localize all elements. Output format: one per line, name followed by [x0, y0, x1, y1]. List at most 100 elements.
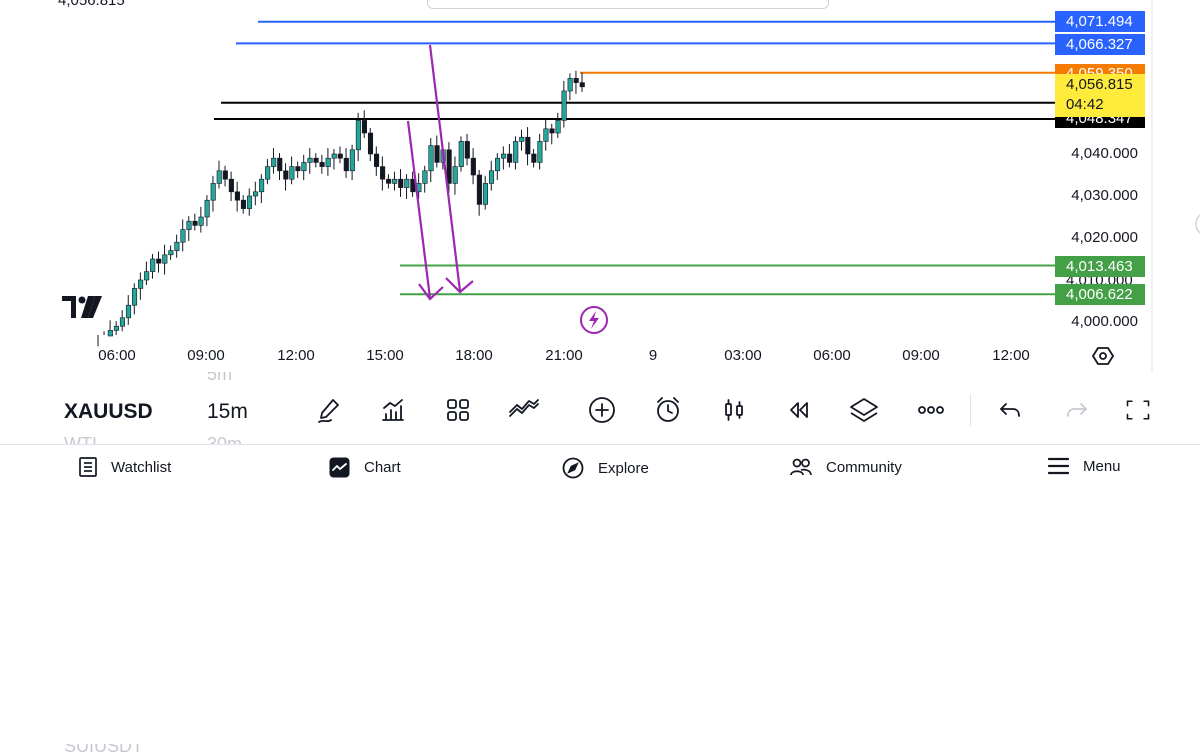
nav-community[interactable]: Community — [790, 457, 902, 477]
candle-body — [150, 258, 156, 272]
fullscreen-icon[interactable] — [1124, 394, 1152, 426]
chart-area[interactable]: 4,056.815 4,071.494 4,066.327 4,059.350 … — [0, 0, 1200, 372]
price-tag-orange[interactable]: 4,059.350 — [1055, 64, 1145, 75]
toolbar-divider — [970, 394, 971, 426]
candle-body — [507, 153, 513, 163]
time-axis-label: 12:00 — [992, 347, 1030, 364]
candle-body — [144, 271, 150, 281]
candle-body — [132, 288, 138, 306]
candle-body — [289, 166, 295, 180]
candle-body — [174, 241, 180, 251]
price-tag-green-1[interactable]: 4,013.463 — [1055, 256, 1145, 277]
alert-clock-icon[interactable] — [651, 394, 685, 426]
time-axis-label: 03:00 — [724, 347, 762, 364]
candle-body — [192, 220, 198, 226]
time-axis-label: 09:00 — [187, 347, 225, 364]
side-panel-handle-icon[interactable] — [1184, 200, 1200, 248]
candle-body — [537, 141, 543, 163]
candle-body — [398, 178, 404, 188]
redo-icon[interactable] — [1060, 394, 1094, 426]
price-axis-label: 4,030.000 — [1071, 187, 1138, 204]
price-axis-label: 4,040.000 — [1071, 145, 1138, 162]
candle-body — [482, 183, 489, 205]
candle-body — [531, 153, 537, 163]
compare-icon[interactable] — [507, 394, 541, 426]
interval-selector[interactable]: 15m — [207, 400, 248, 423]
chart-icon — [329, 457, 350, 478]
candle-body — [494, 157, 501, 172]
price-chart[interactable] — [0, 0, 1200, 372]
replay-icon[interactable] — [782, 394, 816, 426]
templates-icon[interactable] — [441, 394, 475, 426]
community-icon — [790, 458, 812, 476]
candle-body — [162, 254, 168, 264]
candle-body — [386, 178, 392, 184]
candle-body — [186, 220, 192, 230]
more-icon[interactable] — [914, 394, 948, 426]
bar-countdown: 04:42 — [1066, 96, 1104, 113]
nav-label: Community — [826, 458, 902, 476]
candle-body — [113, 325, 119, 331]
candle-body — [476, 174, 482, 205]
candle-body — [295, 166, 301, 172]
candle-body — [422, 170, 428, 184]
undo-icon[interactable] — [993, 394, 1027, 426]
candle-body — [253, 191, 259, 197]
nav-chart[interactable]: Chart — [329, 457, 401, 478]
candle-type-icon[interactable] — [717, 394, 751, 426]
price-tag-hidden-level: 4,010.000 — [1055, 276, 1145, 284]
price-tag-blue-2[interactable]: 4,066.327 — [1055, 34, 1145, 55]
price-axis-label: 4,000.000 — [1071, 313, 1138, 330]
candle-body — [277, 157, 283, 172]
candle-body — [464, 141, 470, 159]
time-axis-label: 09:00 — [902, 347, 940, 364]
candle-body — [210, 183, 216, 201]
current-price-value: 4,056.815 — [1066, 76, 1133, 93]
candle-body — [404, 178, 410, 188]
candle-body — [119, 317, 125, 327]
chart-settings-hexagon-icon[interactable] — [1092, 345, 1114, 367]
tradingview-logo-icon — [62, 296, 102, 318]
candle-body — [234, 191, 240, 201]
candle-body — [222, 170, 228, 180]
time-axis-label: 18:00 — [455, 347, 493, 364]
price-tag-green-2[interactable]: 4,006.622 — [1055, 284, 1145, 305]
time-axis-label: 06:00 — [98, 347, 136, 364]
current-price-tag[interactable]: 4,056.815 04:42 — [1055, 74, 1145, 117]
candle-body — [349, 149, 355, 172]
candle-body — [198, 216, 204, 226]
candle-body — [525, 136, 531, 155]
down-arrow-line[interactable] — [428, 44, 462, 292]
candle-body — [156, 258, 162, 264]
candle-body — [138, 279, 144, 289]
candle-body — [501, 153, 507, 159]
flash-lightning-icon[interactable] — [579, 305, 609, 335]
price-axis-label: 4,020.000 — [1071, 229, 1138, 246]
symbol-selector[interactable]: XAUUSD — [64, 400, 153, 423]
nav-menu[interactable]: Menu — [1048, 457, 1121, 475]
candle-body — [125, 304, 132, 319]
compass-icon — [562, 457, 584, 479]
watchlist-icon — [79, 457, 97, 477]
candle-body — [313, 157, 319, 163]
candle-body — [331, 153, 337, 159]
price-tag-blue-1[interactable]: 4,071.494 — [1055, 11, 1145, 32]
layers-icon[interactable] — [847, 394, 881, 426]
time-axis-label: 9 — [648, 347, 658, 364]
indicators-icon[interactable] — [376, 394, 410, 426]
add-icon[interactable] — [585, 394, 619, 426]
candle-body — [446, 149, 452, 184]
candle-body — [458, 141, 464, 167]
candle-body — [555, 120, 561, 134]
nav-label: Menu — [1083, 457, 1121, 475]
top-popup-edge — [427, 0, 829, 9]
down-arrow-line[interactable] — [406, 120, 432, 299]
candle-body — [373, 153, 380, 167]
candle-body — [265, 166, 271, 180]
candle-body — [180, 229, 186, 243]
nav-explore[interactable]: Explore — [562, 457, 649, 479]
time-axis-label: 15:00 — [366, 347, 404, 364]
candle-body — [283, 170, 289, 180]
nav-watchlist[interactable]: Watchlist — [79, 457, 171, 477]
draw-pen-icon[interactable] — [312, 394, 346, 426]
